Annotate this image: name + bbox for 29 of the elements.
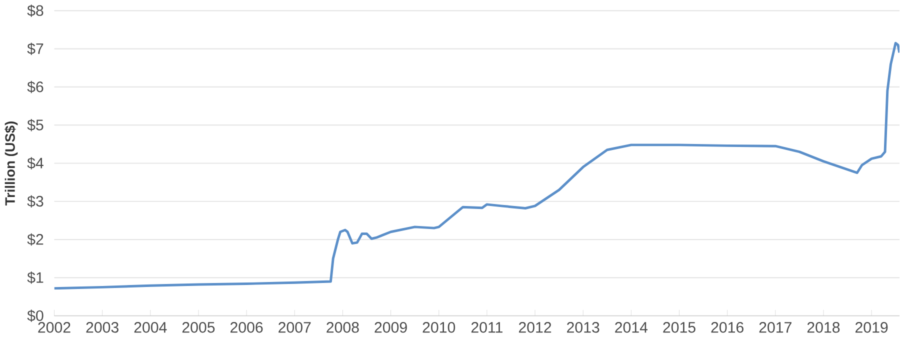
y-tick-label: $7 [27, 42, 44, 55]
x-tick-label: 2017 [759, 322, 792, 333]
y-tick-label: $3 [27, 195, 44, 208]
y-axis-title: Trillion (US$) [4, 121, 18, 206]
x-tick-label: 2018 [807, 322, 840, 333]
x-tick-label: 2008 [326, 322, 359, 333]
x-tick-label: 2013 [567, 322, 600, 333]
x-tick-label: 2002 [38, 322, 70, 333]
y-tick-label: $1 [27, 271, 44, 284]
x-tick-label: 2007 [278, 322, 311, 333]
x-tick-label: 2005 [182, 322, 215, 333]
x-tick-label: 2011 [471, 322, 502, 333]
y-tick-label: $2 [27, 233, 44, 246]
x-tick-label: 2006 [230, 322, 263, 333]
x-tick-label: 2012 [518, 322, 552, 333]
y-tick-label: $4 [27, 156, 44, 170]
x-tick-label: 2016 [711, 322, 744, 333]
x-tick-label: 2003 [86, 322, 118, 333]
line-series [54, 42, 900, 290]
x-tick-label: 2004 [134, 322, 167, 333]
x-tick-label: 2009 [374, 322, 407, 333]
y-tick-label: $8 [27, 4, 44, 17]
x-tick-label: 2015 [663, 322, 696, 333]
y-tick-label: $5 [27, 118, 44, 132]
y-tick-label: $6 [27, 80, 44, 93]
x-tick-label: 2019 [855, 322, 888, 333]
x-tick-label: 2010 [422, 322, 456, 333]
x-tick-label: 2014 [615, 322, 648, 333]
y-tick-label: $0 [27, 310, 44, 322]
